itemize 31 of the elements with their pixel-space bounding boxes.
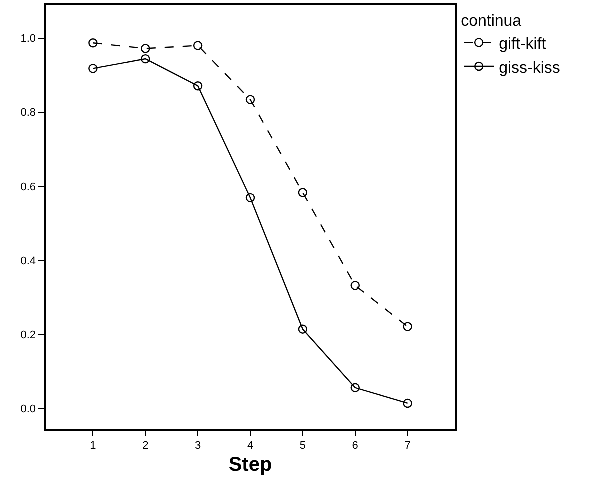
x-tick-label: 1 <box>90 440 96 452</box>
y-tick-label: 1.0 <box>20 33 36 46</box>
y-tick-label: 0.6 <box>20 181 36 194</box>
point <box>298 324 308 334</box>
point <box>88 38 98 48</box>
point <box>403 322 412 332</box>
y-tick-label: 0.2 <box>20 329 36 342</box>
legend-label: giss-kiss <box>499 60 560 77</box>
x-tick-label: 7 <box>404 440 411 452</box>
x-axis-title: Step <box>228 454 272 476</box>
point <box>246 95 256 104</box>
legend-label: gift-kift <box>499 36 547 53</box>
legend-title: continua <box>461 12 522 30</box>
point <box>350 383 360 392</box>
y-tick-label: 0.4 <box>20 255 36 268</box>
x-tick-label: 3 <box>194 440 202 452</box>
x-tick-label: 6 <box>352 440 358 452</box>
point <box>141 44 150 54</box>
point <box>193 82 203 91</box>
x-tick-label: 4 <box>247 440 254 452</box>
y-tick-label: 0.8 <box>20 107 36 120</box>
x-tick-label: 2 <box>142 440 149 452</box>
point <box>193 41 203 50</box>
point <box>403 398 412 408</box>
x-tick-label: 5 <box>300 440 306 452</box>
point <box>350 281 360 290</box>
y-tick-label: 0.0 <box>20 403 36 416</box>
point <box>298 188 308 198</box>
point <box>141 54 150 64</box>
point <box>88 64 98 74</box>
point <box>246 193 256 203</box>
